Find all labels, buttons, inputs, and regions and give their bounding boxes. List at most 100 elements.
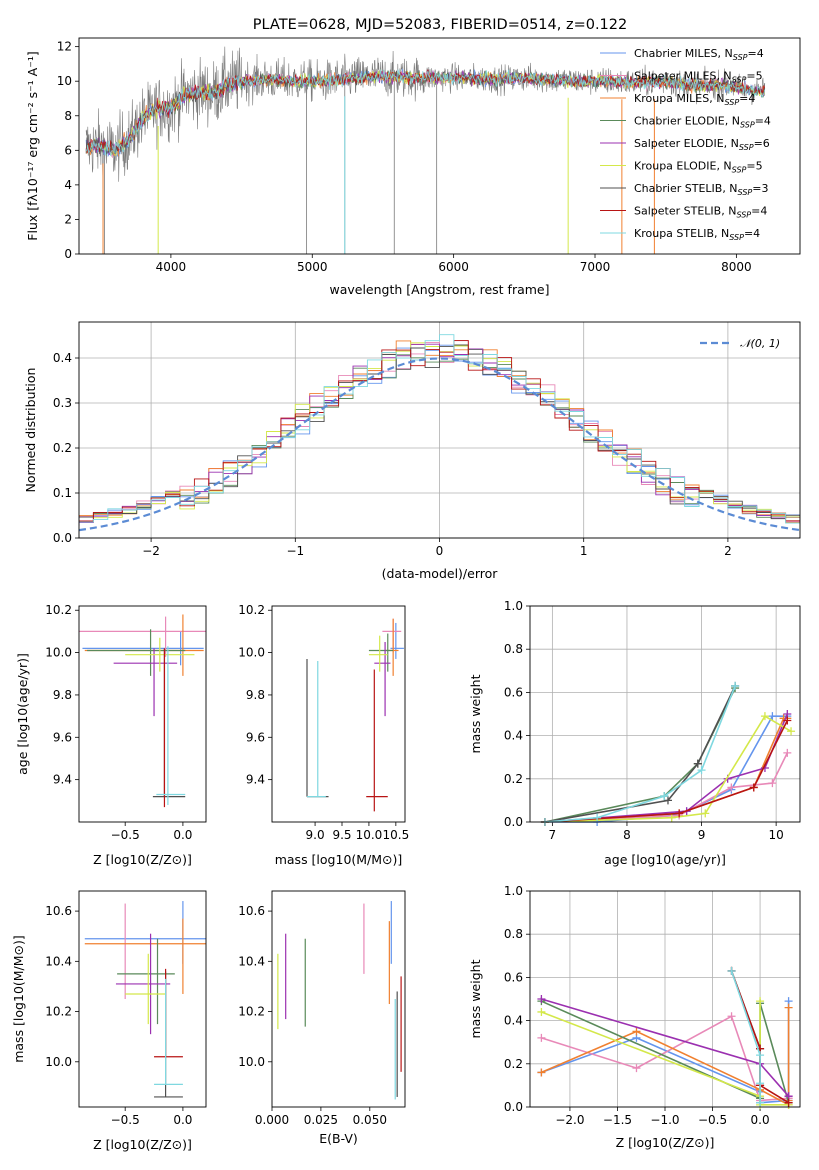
x-tick-label: 9	[698, 828, 706, 842]
weight-point-model-1	[783, 748, 792, 757]
legend-entry: Chabrier MILES, NSSP=4	[634, 47, 764, 62]
legend-nssp-sub: SSP	[740, 121, 755, 130]
legend-model-name: Chabrier MILES	[634, 47, 718, 60]
weight-line-model-6	[544, 685, 736, 823]
legend-nssp-eq: =	[754, 137, 763, 150]
y-tick-label: 6	[64, 143, 72, 157]
weight-point-model-2	[784, 1003, 793, 1012]
legend-nssp-sub: SSP	[724, 98, 739, 107]
weight-point-model-8	[660, 792, 669, 801]
y-tick-label: 0.3	[53, 396, 72, 410]
legend-nssp-eq: =	[755, 115, 764, 128]
x-axis-label: wavelength [Angstrom, rest frame]	[329, 282, 549, 297]
legend-model-name: Salpeter MILES	[634, 70, 716, 83]
y-tick-label: 0.2	[504, 772, 523, 786]
legend-model-name: Salpeter STELIB	[634, 205, 721, 218]
weight-point-model-8	[727, 966, 736, 975]
legend-nssp-prefix: , N	[721, 205, 736, 218]
legend-nssp-eq: =	[752, 182, 761, 195]
weight-point-model-5	[756, 997, 765, 1006]
y-tick-label: 0.0	[504, 1100, 523, 1114]
y-tick-label: 0.0	[53, 531, 72, 545]
figure-title: PLATE=0628, MJD=52083, FIBERID=0514, z=0…	[253, 17, 627, 33]
y-tick-label: 9.4	[246, 773, 265, 787]
x-tick-label: 7000	[580, 260, 611, 274]
weight-point-model-1	[727, 783, 736, 792]
y-axis-label: Flux [fλ10⁻¹⁷ erg cm⁻² s⁻¹ A⁻¹]	[25, 51, 40, 240]
axes-frame	[271, 605, 406, 823]
legend-nssp-value: 5	[756, 70, 763, 83]
y-tick-label: 10.6	[45, 904, 72, 918]
weight-point-model-1	[537, 1033, 546, 1042]
y-axis-label: mass weight	[468, 959, 483, 1038]
y-tick-label: 10.0	[45, 1055, 72, 1069]
legend-nssp-sub: SSP	[732, 166, 747, 175]
x-axis-label: Z [log10(Z/Z⊙)]	[93, 852, 192, 867]
legend-nssp-sub: SSP	[738, 188, 753, 197]
legend-nssp-eq: =	[739, 92, 748, 105]
axes-weight_vs_age: 7 8 9 10 0.0 0.2 0.4 0.6 0.8 1.0 age [log10(age/yr…	[468, 599, 801, 867]
weight-point-model-1	[768, 779, 777, 788]
weight-line-model-5	[541, 1001, 789, 1106]
y-tick-label: 10.4	[238, 954, 265, 968]
y-tick-label: 10.0	[45, 646, 72, 660]
weight-line-model-7	[544, 720, 789, 823]
legend-nssp-eq: =	[744, 227, 753, 240]
residuals-plot	[79, 334, 800, 532]
legend-nssp-prefix: , N	[718, 47, 733, 60]
y-tick-label: 8	[64, 109, 72, 123]
x-tick-label: 2	[724, 544, 732, 558]
mass_vs_ebv-plot	[277, 901, 402, 1100]
legend-nssp-value: 4	[748, 92, 755, 105]
legend-nssp-value: 4	[760, 205, 767, 218]
x-tick-label: 1	[580, 544, 588, 558]
y-tick-label: 0.6	[504, 685, 523, 699]
axes-weight_vs_Z: −2.0 −1.5 −1.0 −0.5 0.0 0.0 0.2 0.4 0.6 0.8 1.0 Z […	[468, 884, 801, 1150]
legend-nssp-value: 4	[753, 227, 760, 240]
x-tick-label: 0.0	[173, 1113, 192, 1127]
x-tick-label: −0.5	[111, 828, 140, 842]
y-tick-label: 9.8	[53, 688, 72, 702]
legend-model-name: Chabrier ELODIE	[634, 115, 725, 128]
weight-point-model-7	[749, 783, 758, 792]
spectrum-plot	[85, 46, 766, 254]
x-tick-label: −0.5	[698, 1113, 727, 1127]
weight_vs_age-plot	[540, 681, 796, 826]
x-tick-label: 10	[768, 828, 783, 842]
x-tick-label: 6000	[438, 260, 469, 274]
axes-frame	[78, 37, 801, 255]
y-tick-label: 12	[57, 40, 72, 54]
legend-entry: Salpeter STELIB, NSSP=4	[634, 205, 767, 220]
weight-line-model-0	[544, 715, 788, 823]
legend-nssp-prefix: , N	[714, 227, 729, 240]
weight-point-model-4	[537, 995, 546, 1003]
weight-point-model-8	[731, 681, 740, 690]
x-tick-label: 9.0	[306, 828, 325, 842]
x-tick-label: −2	[142, 544, 160, 558]
legend-reference-label: 𝒩(0, 1)	[740, 337, 780, 350]
weight_vs_Z-plot	[537, 966, 793, 1109]
legend-nssp-prefix: , N	[722, 182, 737, 195]
weight-point-model-7	[783, 716, 792, 725]
weight-point-model-5	[701, 809, 710, 818]
legend-nssp-value: 4	[757, 47, 764, 60]
axes-frame	[529, 605, 801, 823]
spectrum-model-8	[85, 69, 766, 157]
mass_vs_Z-plot	[84, 901, 206, 1098]
weight-line-model-2	[544, 717, 788, 823]
y-tick-label: 1.0	[504, 599, 523, 613]
y-tick-label: 0.8	[504, 642, 523, 656]
axes-mass_vs_Z: −0.5 0.0 10.0 10.2 10.4 10.6 Z [log10(Z/Z⊙)] ma…	[11, 890, 207, 1152]
y-axis-label: age [log10(age/yr)]	[15, 653, 30, 775]
axes-frame	[78, 321, 801, 539]
y-tick-label: 0	[64, 247, 72, 261]
weight-point-model-7	[675, 809, 684, 818]
weight-point-model-1	[632, 1064, 641, 1073]
y-tick-label: 9.8	[246, 688, 265, 702]
legend-model-name: Kroupa ELODIE	[634, 160, 716, 173]
legend-nssp-prefix: , N	[709, 92, 724, 105]
legend-nssp-prefix: , N	[724, 137, 739, 150]
y-tick-label: 0.1	[53, 486, 72, 500]
axes-mass_vs_ebv: 0.000 0.025 0.050 10.0 10.2 10.4 10.6 E(B-V)	[238, 890, 406, 1146]
